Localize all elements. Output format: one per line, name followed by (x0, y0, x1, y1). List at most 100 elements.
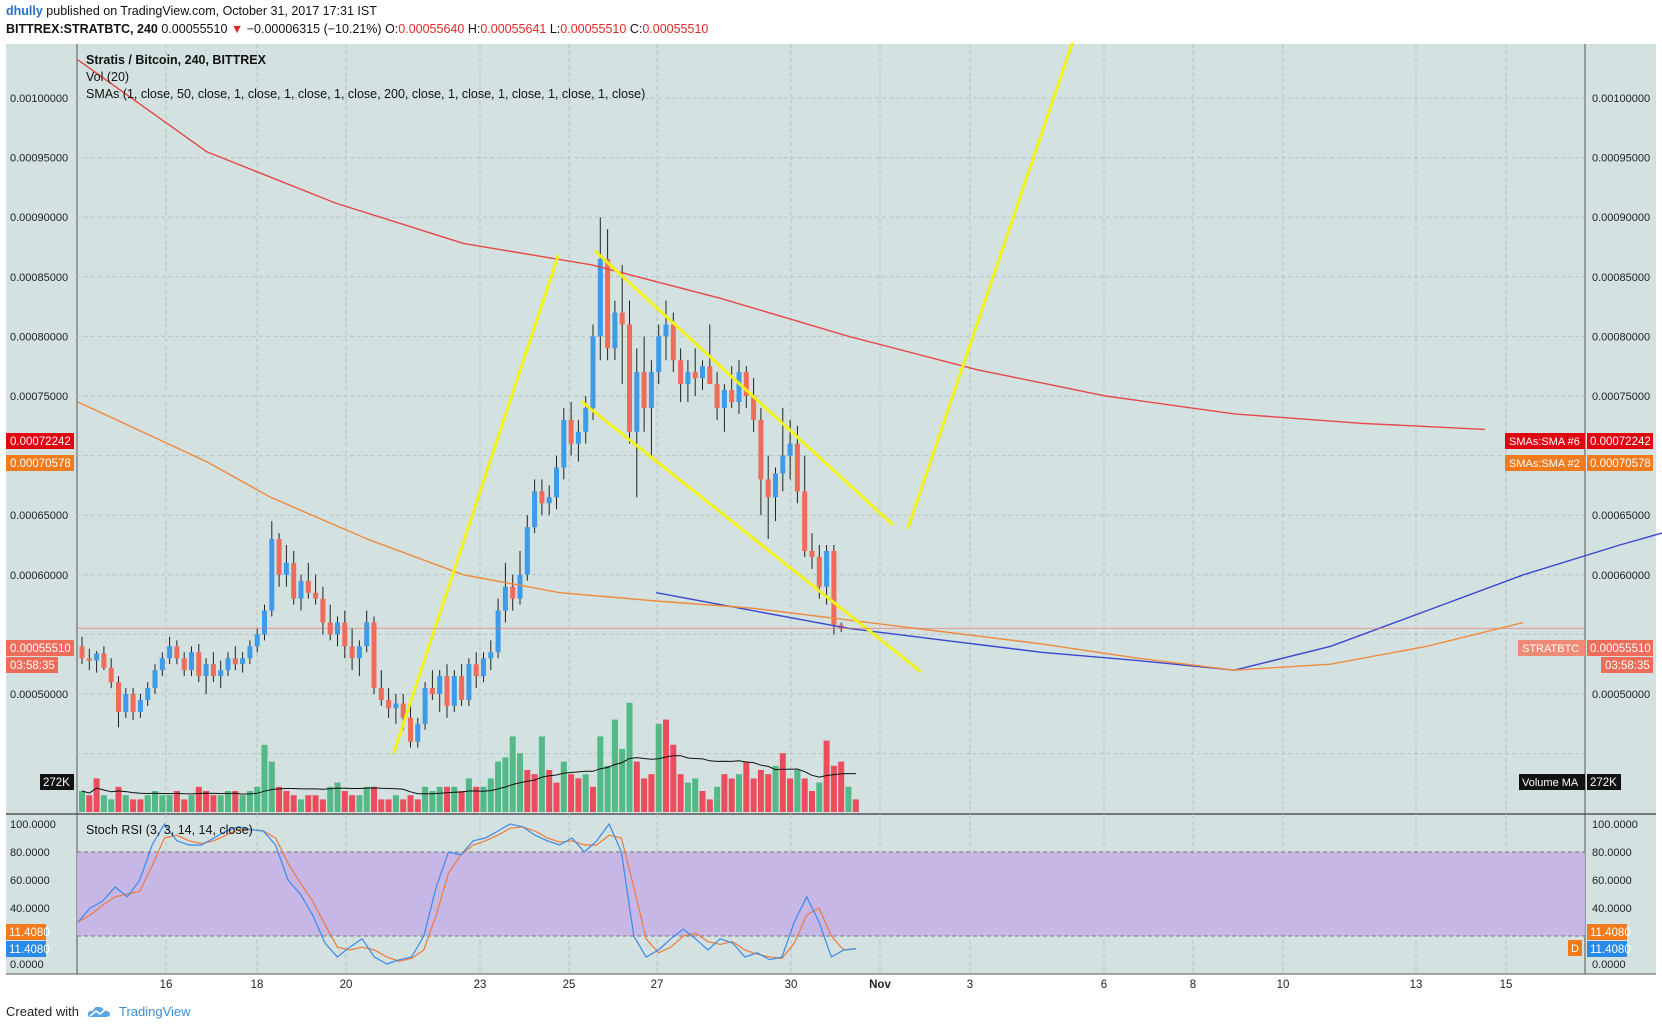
candle-body (597, 258, 603, 337)
legend-smas: SMAs (1, close, 50, close, 1, close, 1, … (86, 87, 645, 101)
volume-bar (327, 786, 334, 812)
volume-bar (319, 799, 326, 812)
volume-bar (736, 774, 742, 812)
candle-body (137, 699, 143, 712)
trendlines[interactable] (392, 42, 1074, 754)
volume-bar (407, 795, 414, 812)
candle-body (802, 491, 808, 551)
candle-body (751, 396, 757, 420)
volume-bar (436, 786, 443, 812)
candle-body (575, 431, 581, 444)
price-tick-left: 0.00090000 (10, 212, 68, 224)
candle-body (145, 688, 151, 700)
candle-body (583, 407, 589, 432)
volume-bar (590, 786, 596, 812)
countdown-left-badge (6, 657, 58, 673)
candle-body (225, 658, 231, 671)
candle-body (400, 703, 406, 718)
rsi-tick-left: 100.0000 (10, 819, 56, 831)
countdown-right-value: 03:58:35 (1605, 660, 1650, 672)
candle-body (831, 550, 837, 625)
candle-body (181, 658, 187, 671)
candle-body (94, 653, 100, 661)
volume-bar (648, 774, 655, 812)
candle-body (714, 384, 720, 408)
time-tick: 20 (340, 979, 353, 991)
author-link[interactable]: dhully (6, 4, 43, 18)
volume-bar (531, 774, 538, 812)
volume-bar (553, 782, 560, 812)
price-tick-right: 0.00065000 (1592, 510, 1650, 522)
candle-body (765, 479, 771, 498)
candle-body (79, 646, 85, 659)
grid-lines (77, 44, 1585, 974)
volume-bar (349, 795, 356, 812)
stoch-rsi-lines (77, 822, 857, 965)
candle-body (101, 653, 107, 668)
volume-bar (144, 795, 151, 812)
candle-body (568, 419, 574, 444)
volume-bar (276, 786, 283, 812)
vol-right-value: 272K (1590, 777, 1617, 789)
candle-body (459, 676, 465, 700)
candle-body (670, 324, 676, 361)
volume-bar (779, 753, 786, 812)
time-tick: 10 (1277, 979, 1290, 991)
vol-right-label-badge (1519, 774, 1585, 790)
rsi-tick-right: 100.0000 (1592, 819, 1638, 831)
rsi-tick-right: 0.0000 (1592, 959, 1626, 971)
price-tick-right: 0.00085000 (1592, 272, 1650, 284)
volume-bar (728, 778, 735, 812)
volume-bar (473, 786, 480, 812)
volume-bar (108, 799, 115, 812)
volume-bar (93, 778, 100, 812)
vol-right-badge (1587, 774, 1621, 790)
candle-body (634, 372, 640, 432)
stoch-rsi-k-line (77, 822, 857, 965)
candle-body (152, 670, 158, 689)
volume-bar (575, 778, 582, 812)
candle-body (342, 622, 348, 647)
candle-body (721, 390, 727, 408)
candle-body (627, 324, 632, 432)
volume-bar (444, 786, 450, 812)
volume-bar (604, 765, 611, 812)
rsi-tick-right: 40.0000 (1592, 903, 1632, 915)
candle-body (539, 491, 545, 504)
volume-bar (633, 761, 640, 812)
volume-bar (706, 799, 713, 812)
candle-body (532, 491, 538, 528)
high-value: 0.00055641 (480, 22, 547, 36)
volume-bar (794, 770, 801, 812)
candle-body (298, 580, 304, 599)
main-pane-bg (6, 44, 1656, 814)
volume-bar (721, 774, 728, 812)
volume-bar (538, 736, 545, 812)
candle-body (663, 324, 669, 337)
candle-body (473, 664, 479, 677)
volume-bar (458, 791, 465, 812)
tradingview-brand[interactable]: TradingView (118, 1004, 191, 1019)
candle-body (218, 670, 224, 677)
rsi-tick-left: 60.0000 (10, 875, 50, 887)
price-tick-right: 0.00075000 (1592, 391, 1650, 403)
volume-ma-line (81, 755, 856, 795)
d-marker: D (1571, 943, 1579, 955)
candle-body (773, 473, 778, 498)
down-arrow-icon: ▼ (230, 22, 244, 36)
time-tick: 23 (474, 979, 487, 991)
candle-body (641, 372, 647, 408)
candle-body (349, 646, 355, 659)
candle-body (291, 562, 297, 599)
price-tick-left: 0.00085000 (10, 272, 68, 284)
rsi-band-fill (77, 852, 1585, 936)
volume-bar (159, 795, 166, 812)
candle-body (794, 443, 800, 492)
d-marker-badge[interactable] (1568, 940, 1582, 956)
candle-body (758, 419, 764, 480)
candle-body (393, 703, 399, 709)
candle-body (415, 723, 421, 742)
high-label: H: (467, 22, 481, 36)
volume-bar (684, 782, 691, 812)
